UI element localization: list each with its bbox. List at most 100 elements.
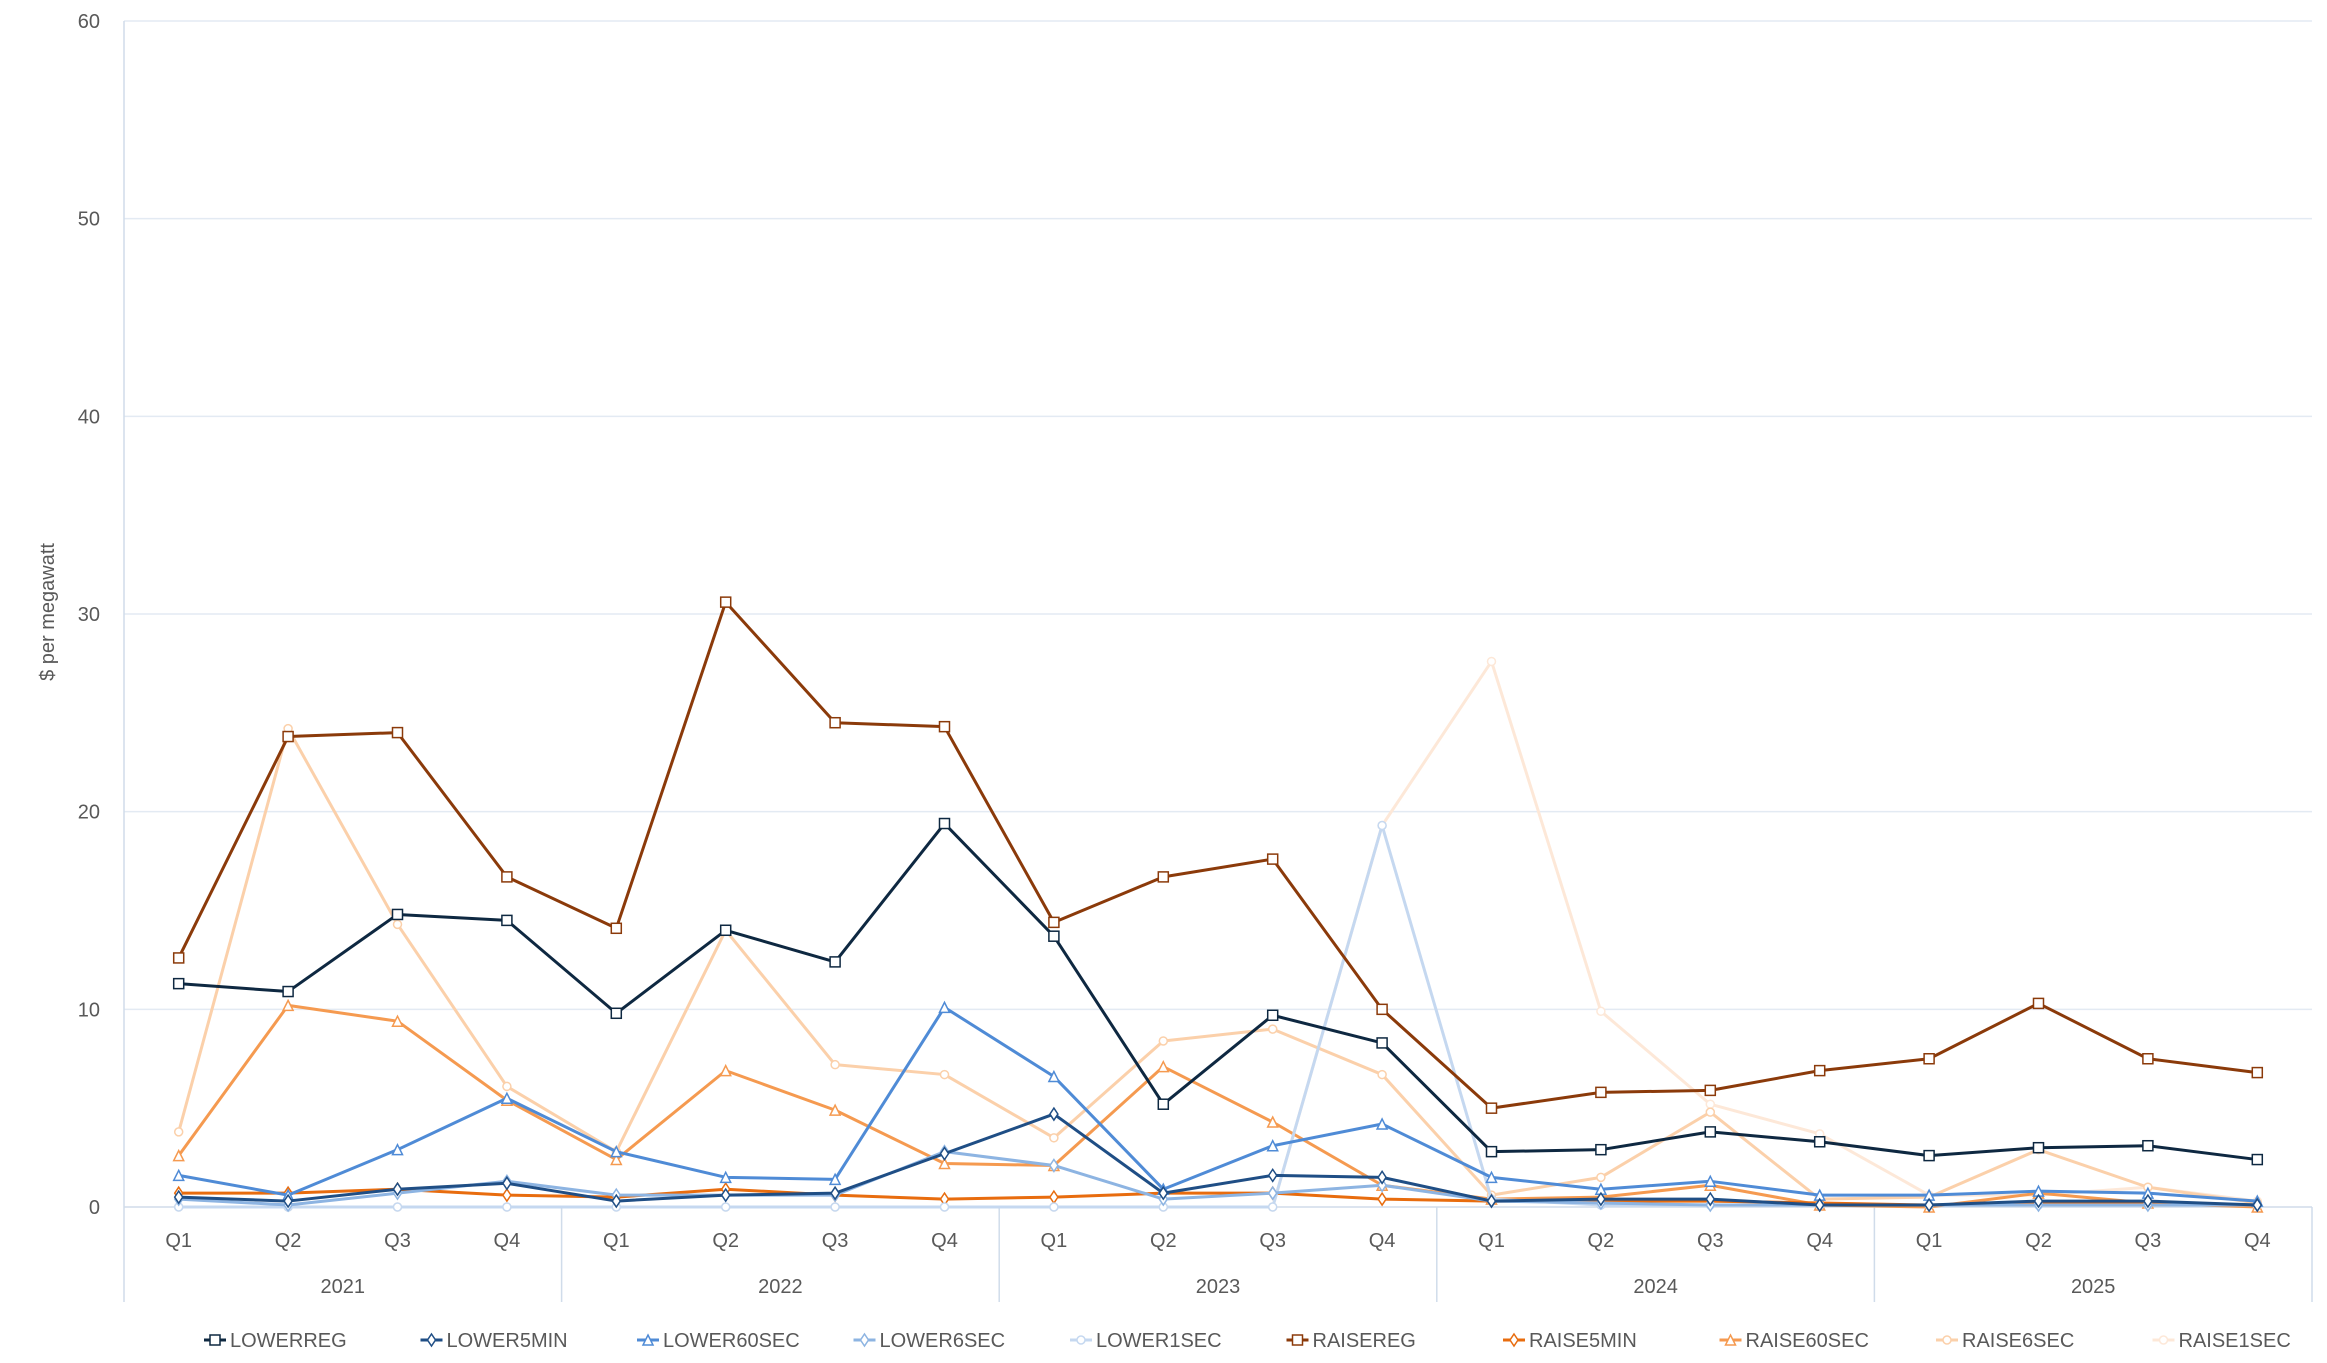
legend-item: RAISE60SEC xyxy=(1719,1330,1869,1352)
data-point xyxy=(828,1103,842,1116)
legend-item: RAISEREG xyxy=(1286,1330,1416,1352)
data-point xyxy=(1375,1117,1389,1130)
data-point xyxy=(939,1146,950,1161)
x-tick-label: Q3 xyxy=(2135,1230,2162,1252)
legend-marker xyxy=(426,1332,437,1348)
data-point xyxy=(2251,1066,2264,1079)
data-point xyxy=(1595,1086,1607,1099)
data-point xyxy=(1486,656,1497,667)
data-point xyxy=(502,1081,512,1092)
series-lower60sec xyxy=(172,1000,2264,1207)
data-point xyxy=(1157,871,1170,883)
data-point xyxy=(1377,1177,1388,1193)
legend-marker xyxy=(1724,1333,1737,1346)
data-point xyxy=(938,817,951,830)
data-point xyxy=(2142,1139,2154,1152)
data-point xyxy=(281,998,295,1012)
x-axis: Q1 Q2 Q3 Q4 2021 Q1 Q2 Q3 Q4 2022 Q1 Q2 Q3 Q4 2023 Q1 Q2… xyxy=(165,1207,2313,1302)
data-point xyxy=(392,919,403,930)
data-point xyxy=(610,922,623,935)
data-point xyxy=(1049,1202,1059,1212)
legend-marker xyxy=(1076,1335,1086,1345)
y-axis-ticks: 0 10 20 30 40 50 60 xyxy=(78,11,100,1219)
legend-label: LOWER60SEC xyxy=(663,1330,800,1352)
data-point xyxy=(391,1014,404,1027)
x-tick-label: Q3 xyxy=(822,1230,849,1252)
x-tick-label: Q3 xyxy=(1259,1230,1286,1252)
data-point xyxy=(1049,1133,1059,1143)
data-point xyxy=(501,871,513,883)
y-axis-title: $ per megawatt xyxy=(37,543,59,681)
data-point xyxy=(1157,1059,1170,1073)
data-point xyxy=(1267,1024,1278,1034)
y-tick-label: 40 xyxy=(78,406,100,428)
x-year-label: 2024 xyxy=(1633,1276,1678,1298)
x-tick-label: Q1 xyxy=(1041,1230,1068,1252)
series-lowerreg xyxy=(172,817,2264,1166)
series-lower1sec xyxy=(173,820,2263,1212)
legend-item: RAISE1SEC xyxy=(2152,1330,2291,1352)
data-point xyxy=(501,1187,512,1203)
series-lower5min xyxy=(173,1106,2263,1213)
data-point xyxy=(172,977,185,990)
data-point xyxy=(1704,1126,1717,1138)
x-tick-label: Q4 xyxy=(931,1230,958,1252)
legend-item: RAISE5MIN xyxy=(1503,1330,1637,1352)
legend-item: LOWER5MIN xyxy=(420,1330,568,1352)
data-point xyxy=(391,1142,404,1156)
y-tick-label: 30 xyxy=(78,604,100,626)
data-point xyxy=(1595,1191,1606,1207)
data-point xyxy=(501,914,513,927)
x-tick-label: Q4 xyxy=(2244,1230,2271,1252)
data-point xyxy=(172,1148,185,1162)
data-point xyxy=(2032,1141,2045,1154)
y-tick-label: 20 xyxy=(78,802,100,824)
x-tick-label: Q1 xyxy=(603,1230,630,1252)
data-point xyxy=(1923,1149,1935,1162)
x-tick-label: Q2 xyxy=(712,1230,739,1252)
series-line xyxy=(178,822,2258,1162)
gridlines xyxy=(123,20,2312,1302)
data-point xyxy=(392,1181,403,1197)
data-point xyxy=(830,1185,841,1201)
y-tick-label: 60 xyxy=(78,11,100,33)
x-year-label: 2021 xyxy=(321,1276,366,1298)
data-point xyxy=(1376,1037,1388,1049)
legend-marker xyxy=(641,1333,655,1346)
data-point xyxy=(719,1170,732,1184)
legend-item: LOWERREG xyxy=(204,1330,347,1352)
series-line xyxy=(178,824,2258,1209)
data-point xyxy=(719,596,732,608)
x-tick-label: Q1 xyxy=(165,1230,192,1252)
series-line xyxy=(177,727,2258,1205)
legend-label: LOWER6SEC xyxy=(880,1330,1006,1352)
x-tick-label: Q1 xyxy=(1916,1230,1943,1252)
legend: LOWERREG LOWER5MIN LOWER60SEC LOWER6SEC LOWE… xyxy=(204,1330,2291,1352)
legend-label: RAISE1SEC xyxy=(2179,1330,2291,1352)
data-point xyxy=(1267,1168,1278,1183)
legend-marker xyxy=(2158,1335,2169,1345)
series-line xyxy=(178,1150,2258,1207)
data-point xyxy=(2251,1153,2264,1166)
data-point xyxy=(1596,1006,1606,1017)
data-point xyxy=(1377,1191,1388,1207)
data-point xyxy=(720,1187,731,1203)
data-point xyxy=(1596,1172,1606,1183)
x-tick-label: Q2 xyxy=(1150,1230,1177,1252)
legend-item: LOWER1SEC xyxy=(1070,1330,1222,1352)
data-point xyxy=(1705,1099,1716,1109)
x-tick-label: Q2 xyxy=(275,1230,302,1252)
x-year-label: 2023 xyxy=(1196,1276,1241,1298)
data-point xyxy=(1267,1185,1278,1201)
data-point xyxy=(2252,1197,2263,1213)
data-point xyxy=(1158,1185,1169,1201)
data-point xyxy=(1266,1009,1279,1022)
x-tick-label: Q4 xyxy=(1806,1230,1833,1252)
series-raise1sec xyxy=(173,656,2263,1212)
data-point xyxy=(173,1127,184,1137)
series-line xyxy=(177,1003,2258,1209)
data-point xyxy=(1266,1139,1279,1152)
data-point xyxy=(283,1193,294,1209)
data-point xyxy=(938,720,951,733)
y-tick-label: 50 xyxy=(78,209,100,231)
